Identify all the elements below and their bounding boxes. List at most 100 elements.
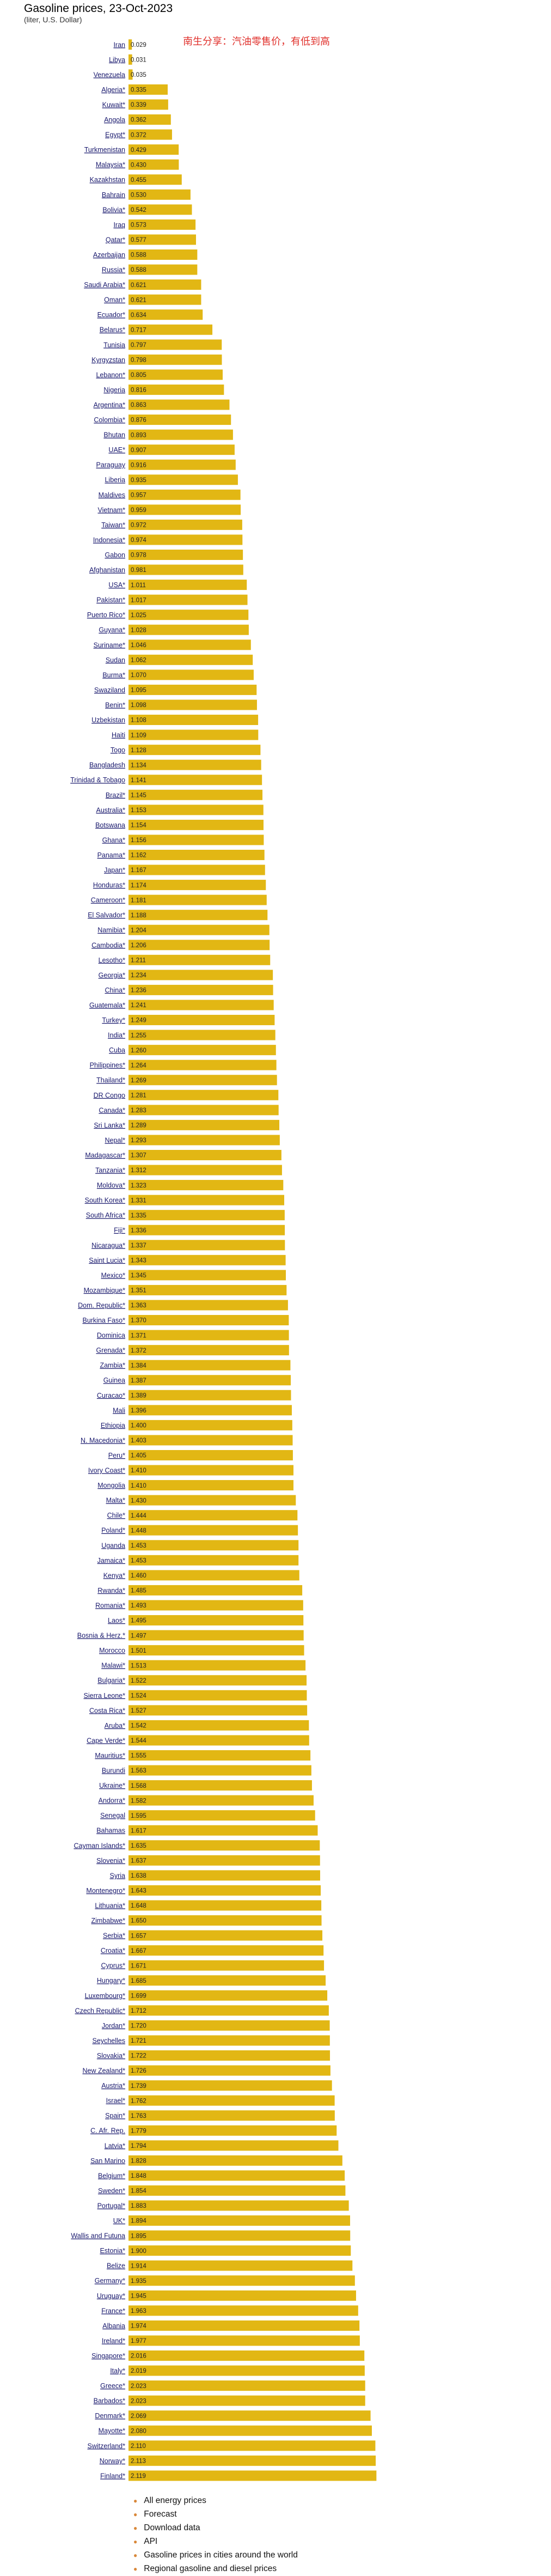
link-all-energy-prices[interactable]: ● All energy prices xyxy=(133,2496,206,2505)
country-label[interactable]: N. Macedonia* xyxy=(81,1436,125,1444)
country-label[interactable]: Philippines* xyxy=(90,1062,125,1069)
country-label[interactable]: Jamaica* xyxy=(97,1557,126,1564)
country-label[interactable]: Fiji* xyxy=(114,1227,125,1234)
country-label[interactable]: Cambodia* xyxy=(91,941,125,949)
link-api[interactable]: ● API xyxy=(133,2537,158,2546)
country-label[interactable]: Benin* xyxy=(105,701,125,709)
country-label[interactable]: Thailand* xyxy=(96,1076,125,1084)
country-label[interactable]: Saudi Arabia* xyxy=(84,281,125,289)
country-label[interactable]: Ukraine* xyxy=(99,1782,125,1789)
country-label[interactable]: Romania* xyxy=(95,1601,125,1609)
country-label[interactable]: Azerbaijan xyxy=(93,251,125,259)
country-label[interactable]: Guatemala* xyxy=(89,1001,125,1009)
country-label[interactable]: Chile* xyxy=(107,1512,125,1519)
country-label[interactable]: Honduras* xyxy=(93,881,125,889)
country-label[interactable]: Tunisia xyxy=(103,341,125,349)
country-label[interactable]: Nepal* xyxy=(105,1136,125,1144)
country-label[interactable]: Barbados* xyxy=(94,2397,126,2405)
country-label[interactable]: Uganda xyxy=(101,1542,125,1549)
country-label[interactable]: Cameroon* xyxy=(91,897,125,904)
country-label[interactable]: Kyrgyzstan xyxy=(91,356,125,364)
country-label[interactable]: Curacao* xyxy=(97,1392,125,1399)
country-label[interactable]: Russia* xyxy=(102,266,125,274)
country-label[interactable]: El Salvador* xyxy=(88,911,125,919)
country-label[interactable]: Czech Republic* xyxy=(75,2007,126,2014)
country-label[interactable]: Brazil* xyxy=(106,791,125,799)
country-label[interactable]: Grenada* xyxy=(96,1347,125,1354)
country-label[interactable]: Mongolia xyxy=(97,1482,125,1489)
country-label[interactable]: Egypt* xyxy=(105,131,125,139)
country-label[interactable]: Wallis and Futuna xyxy=(71,2232,125,2240)
country-label[interactable]: Bahamas xyxy=(96,1827,125,1835)
country-label[interactable]: New Zealand* xyxy=(82,2067,125,2075)
country-label[interactable]: Moldova* xyxy=(97,1182,125,1189)
country-label[interactable]: Costa Rica* xyxy=(89,1707,125,1714)
country-label[interactable]: Albania xyxy=(102,2322,125,2330)
country-label[interactable]: Ghana* xyxy=(102,836,126,844)
link-download-data[interactable]: ● Download data xyxy=(133,2523,200,2532)
country-label[interactable]: Uzbekistan xyxy=(91,716,125,724)
country-label[interactable]: San Marino xyxy=(90,2157,125,2165)
country-label[interactable]: Haiti xyxy=(112,732,125,739)
country-label[interactable]: Nigeria xyxy=(103,386,125,394)
country-label[interactable]: Paraguay xyxy=(96,461,125,469)
country-label[interactable]: Lebanon* xyxy=(96,371,125,379)
country-label[interactable]: Ecuador* xyxy=(97,311,126,319)
country-label[interactable]: Bhutan xyxy=(103,431,125,439)
country-label[interactable]: Namibia* xyxy=(97,927,125,934)
country-label[interactable]: Malta* xyxy=(106,1497,126,1505)
country-label[interactable]: Kuwait* xyxy=(102,101,126,108)
country-label[interactable]: Australia* xyxy=(96,806,126,814)
link-city-gasoline-prices[interactable]: ● Gasoline prices in cities around the wo… xyxy=(133,2550,298,2560)
country-label[interactable]: Pakistan* xyxy=(96,596,125,604)
country-label[interactable]: Maldives xyxy=(99,491,125,499)
country-label[interactable]: Mozambique* xyxy=(84,1287,126,1294)
country-label[interactable]: Belgium* xyxy=(98,2172,125,2179)
country-label[interactable]: Bahrain xyxy=(102,191,125,199)
country-label[interactable]: Madagascar* xyxy=(85,1152,125,1159)
country-label[interactable]: Canada* xyxy=(99,1106,125,1114)
country-label[interactable]: Aruba* xyxy=(105,1722,125,1729)
country-label[interactable]: Ivory Coast* xyxy=(88,1467,125,1475)
country-label[interactable]: USA* xyxy=(108,581,125,589)
country-label[interactable]: India* xyxy=(108,1032,125,1039)
country-label[interactable]: Georgia* xyxy=(99,971,125,979)
country-label[interactable]: Sweden* xyxy=(98,2187,125,2195)
country-label[interactable]: Spain* xyxy=(105,2112,125,2120)
country-label[interactable]: Ethiopia xyxy=(101,1422,125,1429)
country-label[interactable]: Mauritius* xyxy=(95,1752,125,1759)
country-label[interactable]: Qatar* xyxy=(106,236,125,243)
country-label[interactable]: Cayman Islands* xyxy=(74,1842,126,1849)
country-label[interactable]: Argentina* xyxy=(94,401,126,409)
country-label[interactable]: Austria* xyxy=(101,2082,125,2090)
country-label[interactable]: Uruguay* xyxy=(97,2292,125,2300)
country-label[interactable]: C. Afr. Rep. xyxy=(90,2127,125,2135)
country-label[interactable]: Latvia* xyxy=(105,2142,125,2149)
country-label[interactable]: UK* xyxy=(113,2217,125,2225)
country-label[interactable]: Syria xyxy=(110,1872,126,1879)
country-label[interactable]: Luxembourg* xyxy=(85,1992,125,2000)
country-label[interactable]: Slovakia* xyxy=(97,2052,125,2060)
country-label[interactable]: Puerto Rico* xyxy=(87,611,125,619)
country-label[interactable]: Saint Lucia* xyxy=(89,1257,125,1264)
country-label[interactable]: China* xyxy=(105,986,125,994)
country-label[interactable]: Senegal xyxy=(100,1812,125,1819)
country-label[interactable]: Belize xyxy=(107,2262,125,2270)
country-label[interactable]: Kenya* xyxy=(103,1572,125,1579)
country-label[interactable]: Burundi xyxy=(102,1767,125,1775)
country-label[interactable]: South Africa* xyxy=(86,1211,125,1219)
country-label[interactable]: Vietnam* xyxy=(98,506,126,514)
country-label[interactable]: Singapore* xyxy=(91,2352,125,2360)
country-label[interactable]: Indonesia* xyxy=(93,536,125,544)
country-label[interactable]: Lithuania* xyxy=(95,1902,125,1909)
country-label[interactable]: Panama* xyxy=(97,851,126,859)
country-label[interactable]: Angola xyxy=(104,116,125,124)
country-label[interactable]: Zimbabwe* xyxy=(91,1917,125,1925)
country-label[interactable]: Turkey* xyxy=(102,1016,125,1024)
country-label[interactable]: Burma* xyxy=(102,671,125,679)
country-label[interactable]: Guinea xyxy=(103,1377,125,1384)
country-label[interactable]: Morocco xyxy=(99,1647,125,1654)
country-label[interactable]: Taiwan* xyxy=(101,521,125,529)
country-label[interactable]: Iran xyxy=(113,41,125,48)
country-label[interactable]: Israel* xyxy=(106,2097,126,2105)
